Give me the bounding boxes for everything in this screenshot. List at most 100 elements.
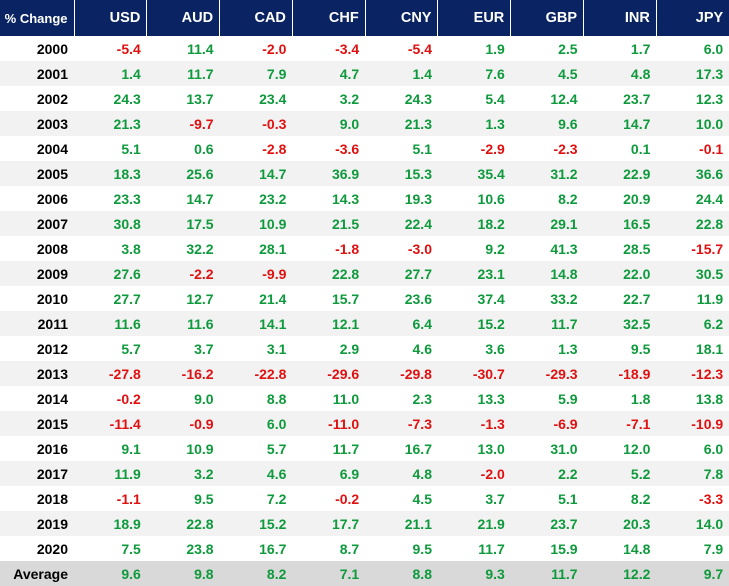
value-cell: 4.6 (412, 340, 432, 357)
value-cell: 11.7 (510, 311, 584, 336)
value-cell: 5.1 (558, 490, 578, 507)
value-cell: -29.3 (510, 361, 584, 386)
year-label: 2008 (36, 240, 68, 257)
value-cell: 15.9 (550, 540, 578, 557)
value-cell: 17.7 (292, 511, 366, 536)
value-cell: 2.3 (412, 390, 432, 407)
value-cell: 21.3 (74, 111, 147, 136)
column-header: CAD (219, 0, 293, 36)
year-label: 2010 (36, 290, 68, 307)
value-cell: 9.0 (194, 390, 214, 407)
corner-header: % Change (0, 0, 74, 36)
year-label: 2019 (0, 511, 74, 536)
value-cell: 30.8 (74, 211, 147, 236)
value-cell: -27.8 (74, 361, 147, 386)
value-cell: -2.2 (146, 261, 220, 286)
value-cell: 22.7 (623, 290, 651, 307)
value-cell: 12.1 (292, 311, 366, 336)
value-cell: 29.1 (510, 211, 584, 236)
column-header: CNY (364, 0, 438, 36)
value-cell: -2.3 (553, 140, 578, 157)
average-value: 9.3 (437, 561, 511, 586)
year-label: 2004 (36, 140, 68, 157)
average-value: 7.1 (292, 561, 366, 586)
year-label: 2018 (36, 490, 68, 507)
value-cell: 3.1 (266, 340, 287, 357)
value-cell: 11.4 (187, 40, 214, 57)
value-cell: 25.6 (146, 161, 220, 186)
value-cell: -9.9 (219, 261, 293, 286)
value-cell: 13.7 (186, 90, 214, 107)
value-cell: 12.3 (695, 90, 724, 107)
value-cell: 15.3 (365, 161, 438, 186)
data-row: 2010 27.7 12.7 21.4 15.7 23.6 37.4 33.2 22.7 11.9 (0, 286, 729, 311)
value-cell: 17.3 (656, 61, 729, 86)
value-cell: 21.9 (437, 511, 511, 536)
value-cell: -0.1 (699, 140, 724, 157)
value-cell: 1.4 (74, 61, 147, 86)
data-row: 2009 27.6 -2.2 -9.9 22.8 27.7 23.1 14.8 22.0 30.5 (0, 261, 729, 286)
value-cell: -5.4 (407, 40, 432, 57)
year-label: 2007 (0, 211, 74, 236)
value-cell: 5.1 (121, 140, 141, 157)
value-cell: 19.3 (404, 190, 432, 207)
value-cell: 36.6 (656, 161, 729, 186)
value-cell: -9.7 (146, 111, 220, 136)
year-label: 2016 (36, 440, 68, 457)
value-cell: 11.7 (332, 440, 360, 457)
year-label: 2012 (36, 340, 68, 357)
value-cell: 16.7 (259, 540, 287, 557)
data-row: 2019 18.9 22.8 15.2 17.7 21.1 21.9 23.7 20.3 14.0 (0, 511, 729, 536)
value-cell: 27.6 (74, 261, 147, 286)
value-cell: -7.1 (583, 411, 657, 436)
value-cell: 18.2 (437, 211, 511, 236)
value-cell: 22.0 (583, 261, 657, 286)
value-cell: 4.5 (412, 490, 432, 507)
value-cell: 35.4 (437, 161, 511, 186)
value-cell: -5.4 (116, 40, 141, 57)
value-cell: 22.8 (656, 211, 729, 236)
value-cell: -15.7 (691, 240, 724, 257)
value-cell: 4.8 (365, 461, 438, 486)
data-row: 2017 11.9 3.2 4.6 6.9 4.8 -2.0 2.2 5.2 7.8 (0, 461, 729, 486)
average-value: 8.2 (219, 561, 293, 586)
value-cell: 9.5 (194, 490, 214, 507)
value-cell: 2.9 (339, 340, 360, 357)
value-cell: 7.5 (121, 540, 141, 557)
value-cell: 6.0 (703, 40, 724, 57)
data-row: 2014 -0.2 9.0 8.8 11.0 2.3 13.3 5.9 1.8 13.8 (0, 386, 729, 411)
value-cell: 7.6 (437, 61, 511, 86)
value-cell: 6.2 (656, 311, 729, 336)
value-cell: -1.8 (335, 240, 360, 257)
value-cell: -2.0 (262, 40, 287, 57)
value-cell: 1.4 (365, 61, 438, 86)
value-cell: 18.3 (74, 161, 147, 186)
value-cell: 6.0 (219, 411, 293, 436)
value-cell: 6.9 (292, 461, 366, 486)
value-cell: 6.0 (703, 440, 724, 457)
data-row: 2011 11.6 11.6 14.1 12.1 6.4 15.2 11.7 32.5 6.2 (0, 311, 729, 336)
value-cell: 1.9 (485, 40, 505, 57)
value-cell: 22.4 (365, 211, 438, 236)
value-cell: 13.0 (477, 440, 505, 457)
column-header: INR (583, 0, 657, 36)
value-cell: 1.7 (630, 40, 651, 57)
data-row: 2015 -11.4 -0.9 6.0 -11.0 -7.3 -1.3 -6.9 -7.1 -10… (0, 411, 729, 436)
value-cell: 9.5 (412, 540, 432, 557)
value-cell: 11.6 (74, 311, 147, 336)
value-cell: -0.2 (116, 390, 141, 407)
value-cell: 20.9 (623, 190, 651, 207)
value-cell: 4.5 (510, 61, 584, 86)
value-cell: 15.7 (331, 290, 360, 307)
column-header: GBP (510, 0, 584, 36)
value-cell: -3.0 (407, 240, 432, 257)
value-cell: 14.7 (583, 111, 657, 136)
value-cell: 24.4 (695, 190, 724, 207)
value-cell: -6.9 (510, 411, 584, 436)
value-cell: -18.9 (583, 361, 657, 386)
year-label: 2015 (0, 411, 74, 436)
average-label: Average (0, 561, 74, 586)
data-row: 2004 5.1 0.6 -2.8 -3.6 5.1 -2.9 -2.3 0.1 -0.1 (0, 136, 729, 161)
